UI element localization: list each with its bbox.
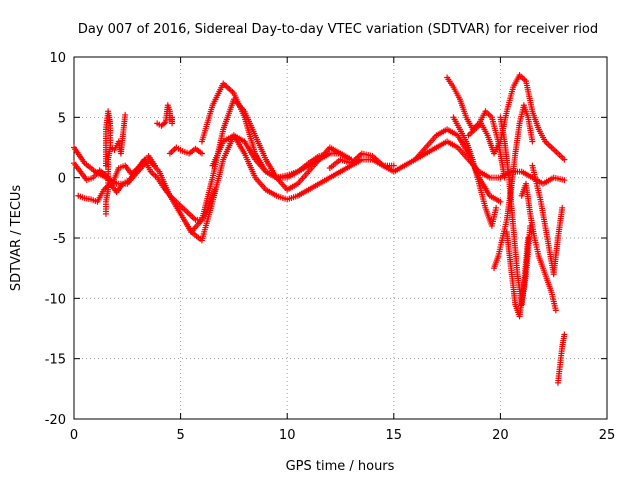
series-spike-a (102, 108, 114, 217)
series-track-g (166, 144, 205, 157)
data-point (561, 331, 568, 338)
series-track-m (491, 102, 536, 272)
data-point (561, 177, 568, 184)
series-track-p (518, 180, 559, 314)
y-tick-label: 0 (58, 172, 66, 187)
data-point (102, 162, 109, 169)
y-tick-label: -5 (53, 232, 66, 247)
data-point (169, 120, 176, 127)
data-point (529, 138, 536, 145)
data-point (211, 186, 218, 193)
series-track-q (529, 162, 566, 278)
x-tick-label: 5 (176, 428, 184, 443)
x-tick-label: 25 (599, 428, 616, 443)
series-track-c (198, 80, 355, 181)
x-axis: 0 5 10 15 20 25 (70, 57, 615, 443)
y-tick-label: 10 (49, 51, 66, 66)
series-spike-c (154, 102, 176, 129)
series-track-f (75, 152, 159, 205)
data-point (152, 162, 159, 169)
chart-title: Day 007 of 2016, Sidereal Day-to-day VTE… (78, 22, 598, 37)
y-axis: -20 -15 -10 -5 0 5 10 (45, 51, 607, 428)
x-tick-label: 20 (492, 428, 509, 443)
data-point (493, 204, 500, 211)
data-point (561, 156, 568, 163)
data-point (559, 204, 566, 211)
data-point (497, 198, 504, 205)
y-tick-label: -15 (45, 353, 66, 368)
y-tick-label: -10 (45, 292, 66, 307)
y-tick-label: 5 (58, 111, 66, 126)
data-point (198, 150, 205, 157)
series-spike-b (107, 111, 129, 157)
series-track-k (450, 114, 500, 229)
data-points (71, 72, 568, 386)
y-tick-label: -20 (45, 413, 66, 428)
x-tick-label: 10 (279, 428, 296, 443)
series-track-o (503, 228, 532, 320)
data-point (390, 162, 397, 169)
x-axis-label: GPS time / hours (286, 459, 395, 474)
data-point (122, 111, 129, 118)
series-track-r (554, 331, 568, 386)
y-axis-label: SDTVAR / TECUs (9, 185, 24, 292)
x-tick-label: 15 (386, 428, 403, 443)
data-point (525, 235, 532, 241)
data-point (552, 307, 559, 314)
x-tick-label: 0 (70, 428, 78, 443)
